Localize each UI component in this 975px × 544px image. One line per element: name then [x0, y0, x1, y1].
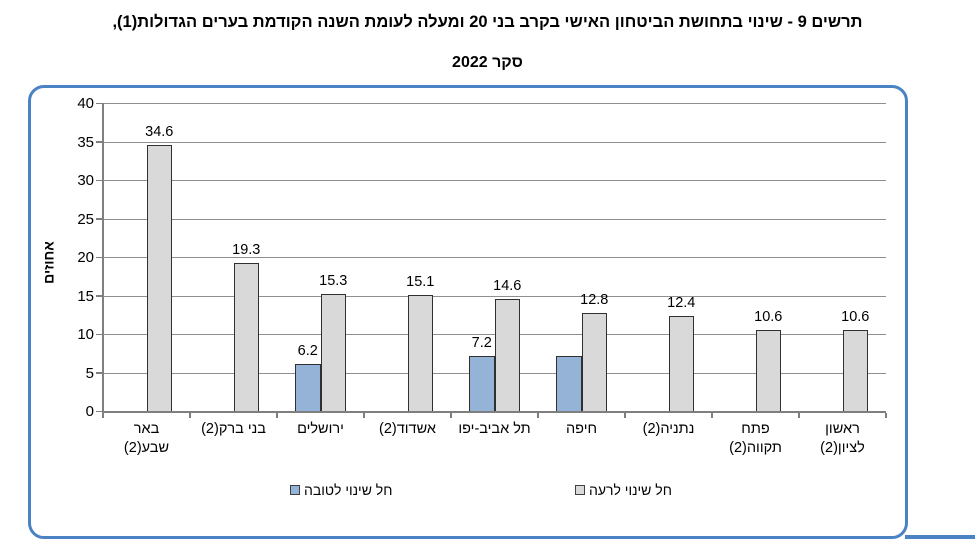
y-axis-tick — [96, 333, 103, 335]
bar-bad-8 — [842, 329, 868, 413]
x-category-label: באר שבע(2) — [123, 421, 170, 456]
x-axis-tick — [537, 412, 539, 418]
gridline — [103, 180, 886, 181]
y-tick-label: 15 — [77, 287, 94, 305]
y-tick-label: 10 — [77, 326, 94, 343]
legend-marker-bad-icon — [575, 485, 585, 495]
y-axis-line — [102, 103, 104, 413]
legend-label-bad: חל שינוי לרעה — [589, 482, 672, 498]
x-axis-tick — [189, 412, 191, 418]
x-category-label: פתח תקווה(2) — [729, 421, 782, 456]
legend-marker-good-icon — [290, 485, 300, 495]
y-tick-label: 20 — [77, 249, 94, 266]
y-axis-tick — [96, 295, 103, 297]
bar-value-label: 10.6 — [754, 308, 783, 325]
x-axis-tick — [102, 412, 104, 418]
x-category-label: נתניה(2) — [642, 421, 695, 437]
legend-label-good: חל שינוי לטובה — [304, 482, 393, 498]
bar-value-label: 14.6 — [493, 278, 522, 295]
x-axis-tick — [450, 412, 452, 418]
y-tick-label: 35 — [77, 133, 94, 151]
x-category-label: ירושלים — [297, 421, 344, 437]
gridline — [103, 218, 886, 220]
x-axis-line — [102, 410, 886, 413]
x-axis-tick — [798, 412, 800, 418]
gridline — [103, 103, 886, 104]
x-category-label: תל אביב-יפו — [458, 421, 531, 437]
y-tick-label: 30 — [77, 172, 94, 189]
bar-bad-3 — [407, 295, 433, 413]
bar-bad-1 — [233, 262, 259, 413]
x-axis-tick — [363, 412, 365, 418]
bar-value-label: 34.6 — [145, 124, 174, 141]
x-category-label: בני ברק(2) — [201, 421, 266, 437]
panel-border-extension — [905, 535, 975, 539]
bar-good-5 — [556, 356, 582, 413]
bar-value-label: 12.4 — [667, 295, 696, 312]
bar-bad-0 — [146, 145, 172, 413]
y-tick-label: 40 — [77, 95, 94, 112]
x-category-label: אשדוד(2) — [379, 421, 436, 437]
bar-bad-4 — [494, 299, 520, 413]
bar-value-label: 12.8 — [580, 291, 609, 308]
y-axis-tick — [96, 256, 103, 258]
y-tick-label: 5 — [85, 364, 94, 382]
bar-value-label: 6.2 — [297, 342, 318, 359]
gridline — [103, 257, 886, 258]
y-axis-tick — [96, 102, 103, 104]
y-tick-label: 0 — [85, 403, 94, 420]
bar-value-label: 10.6 — [841, 308, 870, 325]
bar-bad-6 — [668, 316, 694, 413]
bar-good-4 — [469, 356, 495, 413]
bar-value-label: 15.1 — [406, 274, 435, 291]
bar-good-2 — [295, 363, 321, 413]
bar-value-label: 7.2 — [471, 335, 492, 352]
gridline — [103, 295, 886, 297]
bar-bad-2 — [320, 293, 346, 413]
legend-item-bad: חל שינוי לרעה — [575, 481, 672, 499]
x-category-label: חיפה — [565, 421, 598, 437]
y-axis-tick — [96, 218, 103, 220]
bar-bad-5 — [581, 312, 607, 413]
y-axis-tick — [96, 372, 103, 374]
x-axis-tick — [276, 412, 278, 418]
chart-title-line2: סקר 2022 — [452, 54, 523, 71]
x-axis-tick — [885, 412, 887, 418]
bar-value-label: 19.3 — [232, 241, 261, 258]
y-axis-tick — [96, 410, 103, 412]
chart-title-line1: תרשים 9 - שינוי בתחושת הביטחון האישי בקר… — [112, 13, 863, 31]
chart-panel — [28, 85, 908, 539]
legend-item-good: חל שינוי לטובה — [290, 481, 392, 499]
x-axis-tick — [624, 412, 626, 418]
x-category-label: ראשון לציון(2) — [820, 421, 865, 456]
y-axis-title: אחוזים — [40, 241, 57, 284]
y-tick-label: 25 — [77, 210, 94, 228]
y-axis-tick — [96, 141, 103, 143]
bar-bad-7 — [755, 329, 781, 413]
gridline — [103, 141, 886, 143]
bar-value-label: 15.3 — [319, 272, 348, 289]
x-axis-tick — [711, 412, 713, 418]
y-axis-tick — [96, 179, 103, 181]
